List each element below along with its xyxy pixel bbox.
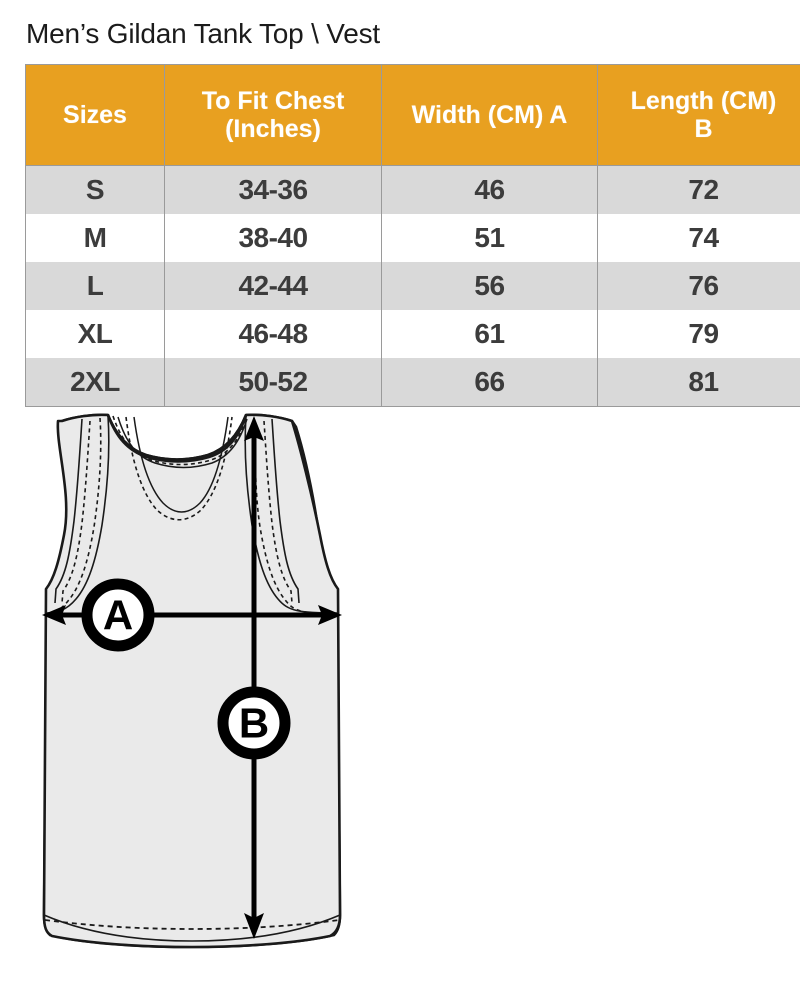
cell-width: 51 [381, 214, 598, 262]
measurement-arrow-b [244, 416, 264, 939]
arrow-a-head-right [318, 605, 342, 625]
column-header-length-line2: B [694, 115, 713, 143]
badge-b-circle [217, 686, 291, 760]
neck-opening-edge [106, 414, 248, 463]
cell-width: 61 [381, 310, 598, 358]
column-header-width: Width (CM) A [381, 64, 598, 166]
cell-width: 46 [381, 165, 598, 214]
collar-band-inner [117, 416, 248, 469]
column-header-length-line1: Length (CM) [630, 86, 777, 115]
cell-size: S [25, 165, 165, 214]
badge-a-label: A [103, 592, 133, 639]
left-strap-stitch-outer [61, 420, 91, 604]
column-header-width-line1: Width (CM) A [411, 100, 568, 129]
cell-size: XL [25, 310, 165, 358]
column-header-length: Length (CM) B [597, 64, 800, 166]
table-header: Sizes To Fit Chest (Inches) Width (CM) A… [25, 64, 800, 166]
garment-silhouette [42, 413, 342, 949]
right-strap-seams [244, 415, 339, 614]
cell-length: 79 [597, 310, 800, 358]
cell-size: L [25, 262, 165, 310]
cell-size: 2XL [25, 358, 165, 407]
table-row: L 42-44 56 76 [25, 262, 800, 310]
right-strap-inner-edge [271, 418, 300, 604]
marker-badge-b: B [217, 686, 291, 760]
arrow-a-head-left [42, 605, 66, 625]
tank-top-illustration: A B [42, 413, 342, 949]
marker-badge-a: A [81, 578, 155, 652]
garment-body [42, 413, 342, 949]
right-armhole-stitch [253, 417, 339, 615]
cell-chest: 50-52 [164, 358, 382, 407]
cell-chest: 46-48 [164, 310, 382, 358]
cell-length: 74 [597, 214, 800, 262]
cell-size: M [25, 214, 165, 262]
garment-diagram: A B [0, 403, 420, 985]
right-strap-stitching [253, 417, 339, 615]
right-armhole-edge [244, 415, 339, 614]
left-strap-inner-edge [54, 418, 83, 604]
right-strap-stitch-outer [263, 420, 293, 604]
cell-chest: 42-44 [164, 262, 382, 310]
badge-a-circle [81, 578, 155, 652]
page-title: Men’s Gildan Tank Top \ Vest [26, 18, 380, 49]
neckline [106, 414, 248, 521]
inner-neck-back-seam [133, 416, 229, 513]
cell-width: 56 [381, 262, 598, 310]
cell-length: 81 [597, 358, 800, 407]
column-header-chest: To Fit Chest (Inches) [164, 64, 382, 166]
bottom-hem [43, 914, 341, 942]
badge-b-label: B [239, 700, 269, 747]
arrow-b-head-bottom [244, 913, 264, 939]
cell-length: 76 [597, 262, 800, 310]
left-strap-stitching [45, 417, 102, 615]
cell-chest: 34-36 [164, 165, 382, 214]
collar-stitch-upper [112, 415, 248, 466]
inner-neck-stitch [125, 416, 233, 521]
table-row: 2XL 50-52 66 81 [25, 358, 800, 407]
table-body: S 34-36 46 72 M 38-40 51 74 L 42-44 56 7… [25, 165, 800, 407]
cell-chest: 38-40 [164, 214, 382, 262]
cell-length: 72 [597, 165, 800, 214]
column-header-chest-line2: (Inches) [225, 115, 321, 143]
table-row: XL 46-48 61 79 [25, 310, 800, 358]
size-chart-table: Sizes To Fit Chest (Inches) Width (CM) A… [25, 64, 800, 407]
table-row: S 34-36 46 72 [25, 165, 800, 214]
column-header-sizes: Sizes [25, 64, 165, 166]
arrow-b-head-top [244, 416, 264, 441]
cell-width: 66 [381, 358, 598, 407]
column-header-sizes-line1: Sizes [63, 100, 127, 129]
column-header-chest-line1: To Fit Chest [201, 86, 345, 115]
hem-fold-line [43, 914, 341, 942]
table-row: M 38-40 51 74 [25, 214, 800, 262]
hem-stitch-line [44, 919, 340, 930]
table-header-row: Sizes To Fit Chest (Inches) Width (CM) A… [25, 64, 800, 166]
